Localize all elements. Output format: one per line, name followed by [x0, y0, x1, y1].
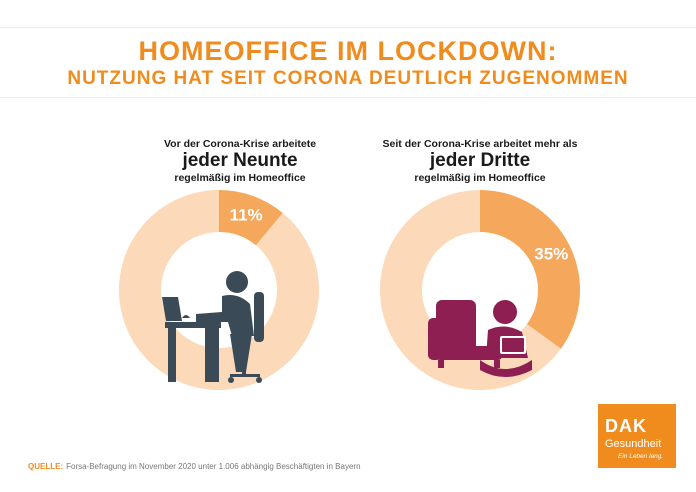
- top-divider: [0, 27, 696, 28]
- left-caption: Vor der Corona-Krise arbeitete jeder Neu…: [120, 138, 360, 184]
- donut-before: 11%: [119, 190, 320, 391]
- left-caption-line1: Vor der Corona-Krise arbeitete: [163, 138, 317, 150]
- left-caption-line3: regelmäßig im Homeoffice: [174, 172, 306, 184]
- left-caption-emphasis: jeder Neunte: [182, 150, 298, 171]
- logo-slogan: Ein Leben lang.: [618, 453, 664, 460]
- source-note: QUELLE: Forsa-Befragung im November 2020 …: [28, 462, 361, 471]
- donut-slice-label: 35%: [534, 245, 568, 264]
- right-caption-emphasis: jeder Dritte: [429, 150, 531, 171]
- donut-slice: [480, 190, 580, 349]
- page-title: HOMEOFFICE IM LOCKDOWN:: [138, 36, 558, 66]
- donut-slice: [219, 190, 283, 246]
- donut-slice-label: 11%: [230, 206, 263, 225]
- person-at-desk-icon: [162, 271, 264, 383]
- logo-name: Gesundheit: [605, 438, 662, 450]
- source-label: QUELLE:: [28, 462, 64, 471]
- donut-since: 35%: [379, 190, 580, 391]
- page-subtitle: NUTZUNG HAT SEIT CORONA DEUTLICH ZUGENOM…: [67, 68, 629, 89]
- right-caption-line3: regelmäßig im Homeoffice: [414, 172, 546, 184]
- right-caption: Seit der Corona-Krise arbeitet mehr als …: [360, 138, 600, 184]
- person-on-sofa-with-laptop-icon: [428, 300, 532, 377]
- dak-logo: DAK Gesundheit Ein Leben lang.: [598, 404, 676, 468]
- source-text: Forsa-Befragung im November 2020 unter 1…: [66, 462, 361, 471]
- logo-brand: DAK: [605, 416, 647, 436]
- title-divider: [0, 97, 696, 98]
- right-caption-line1: Seit der Corona-Krise arbeitet mehr als: [382, 138, 578, 150]
